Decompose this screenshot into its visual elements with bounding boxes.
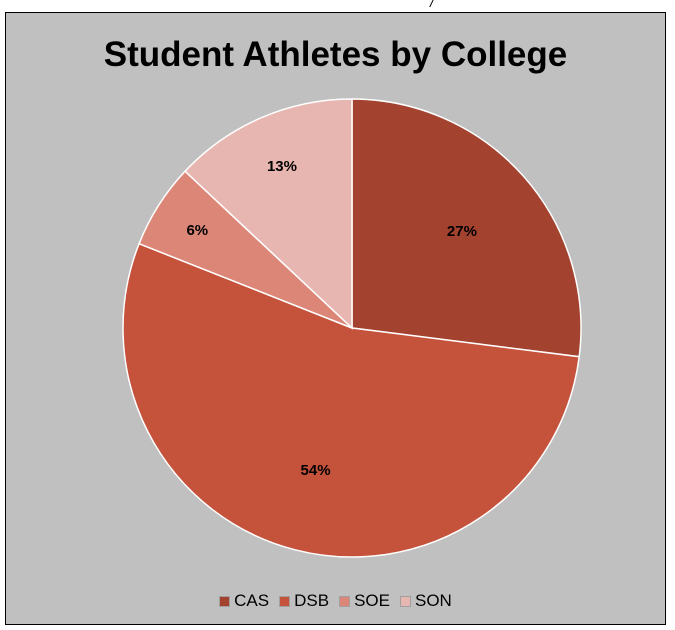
pie-slice-cas <box>351 98 582 358</box>
legend-label-son: SON <box>415 591 452 610</box>
legend-label-soe: SOE <box>354 591 390 610</box>
legend-label-cas: CAS <box>234 591 270 610</box>
legend-swatch-soe <box>339 595 351 607</box>
chart-title: Student Athletes by College <box>103 35 568 74</box>
data-label-dsb: 54% <box>301 462 331 479</box>
legend-swatch-cas <box>219 595 231 607</box>
legend-swatch-dsb <box>279 595 291 607</box>
legend-swatch-son <box>400 595 411 607</box>
cropped-header-mark: / <box>430 0 434 10</box>
legend-item-son: SON <box>400 591 452 611</box>
pie-slice-son <box>184 98 353 330</box>
data-label-soe: 6% <box>186 222 208 239</box>
pie-chart: 27% 54% 6% 13% <box>122 98 582 558</box>
legend-item-cas: CAS <box>219 591 269 611</box>
data-label-cas: 27% <box>447 223 477 240</box>
legend-item-dsb: DSB <box>279 591 329 611</box>
legend-label-dsb: DSB <box>294 591 330 610</box>
legend: CAS DSB SOE SON <box>6 591 665 611</box>
data-label-son: 13% <box>267 158 297 175</box>
legend-item-soe: SOE <box>339 591 390 611</box>
chart-area: Student Athletes by College 27% 54% 6% 13% … <box>5 12 666 625</box>
pie-slice-dsb <box>122 242 581 558</box>
